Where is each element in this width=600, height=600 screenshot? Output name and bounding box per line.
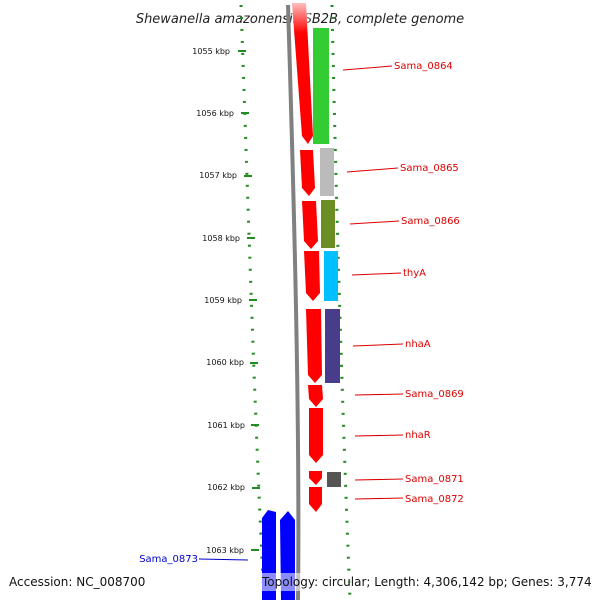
gene-arrow-nhaa[interactable] xyxy=(306,309,322,383)
outer-tick-arc xyxy=(330,4,352,600)
forward-strand xyxy=(292,3,323,512)
cog-block-nhaa xyxy=(325,309,340,383)
cog-column xyxy=(313,28,341,487)
cog-block-sama-0866 xyxy=(321,200,335,248)
gene-label-nhar[interactable]: nhaR xyxy=(405,430,431,441)
gene-arrow-sama-0864-fade xyxy=(292,3,310,33)
gene-arrow-sama-0866[interactable] xyxy=(302,201,318,249)
tick-label: 1056 kbp xyxy=(196,109,234,118)
tick-labels: 1055 kbp 1056 kbp 1057 kbp 1058 kbp 1059… xyxy=(192,47,260,555)
gene-label-sama-0873[interactable]: Sama_0873 xyxy=(139,554,198,565)
tick-label: 1060 kbp xyxy=(206,358,244,367)
gene-arrow-sama-0865[interactable] xyxy=(300,150,315,196)
tick-label: 1057 kbp xyxy=(199,171,237,180)
gene-arrow-sama-0869[interactable] xyxy=(308,385,323,407)
cog-block-thya xyxy=(324,251,338,301)
gene-arrow-nhar[interactable] xyxy=(309,408,323,463)
tick-label: 1063 kbp xyxy=(206,546,244,555)
gene-label-sama-0871[interactable]: Sama_0871 xyxy=(405,474,464,485)
cog-block-sama-0871 xyxy=(327,472,341,487)
cog-block-sama-0865 xyxy=(320,148,334,196)
tick-label: 1058 kbp xyxy=(202,234,240,243)
gene-label-sama-0872[interactable]: Sama_0872 xyxy=(405,494,464,505)
gene-label-sama-0865[interactable]: Sama_0865 xyxy=(400,163,459,174)
topology-text: Topology: circular; Length: 4,306,142 bp… xyxy=(261,575,592,589)
gene-arrow-sama-0864[interactable] xyxy=(292,3,313,144)
tick-label: 1055 kbp xyxy=(192,47,230,56)
footer-right-bg xyxy=(258,573,594,591)
inner-tick-arc xyxy=(239,4,266,600)
major-ticks xyxy=(238,50,260,551)
gene-arrow-thya[interactable] xyxy=(304,251,320,301)
gene-arrow-sama-0871[interactable] xyxy=(309,471,322,485)
gene-label-sama-0866[interactable]: Sama_0866 xyxy=(401,216,460,227)
genome-backbone xyxy=(286,4,301,600)
gene-label-sama-0864[interactable]: Sama_0864 xyxy=(394,61,453,72)
tick-label: 1059 kbp xyxy=(204,296,242,305)
gene-label-thya[interactable]: thyA xyxy=(403,268,426,279)
gene-label-sama-0869[interactable]: Sama_0869 xyxy=(405,389,464,400)
accession-text: Accession: NC_008700 xyxy=(9,575,145,589)
cog-block-sama-0864 xyxy=(313,28,329,144)
gene-labels: Sama_0864 Sama_0865 Sama_0866 thyA nhaA … xyxy=(139,61,464,565)
tick-label: 1062 kbp xyxy=(207,483,245,492)
tick-label: 1061 kbp xyxy=(207,421,245,430)
gene-arrow-sama-0872[interactable] xyxy=(309,487,322,512)
gene-label-nhaa[interactable]: nhaA xyxy=(405,339,431,350)
